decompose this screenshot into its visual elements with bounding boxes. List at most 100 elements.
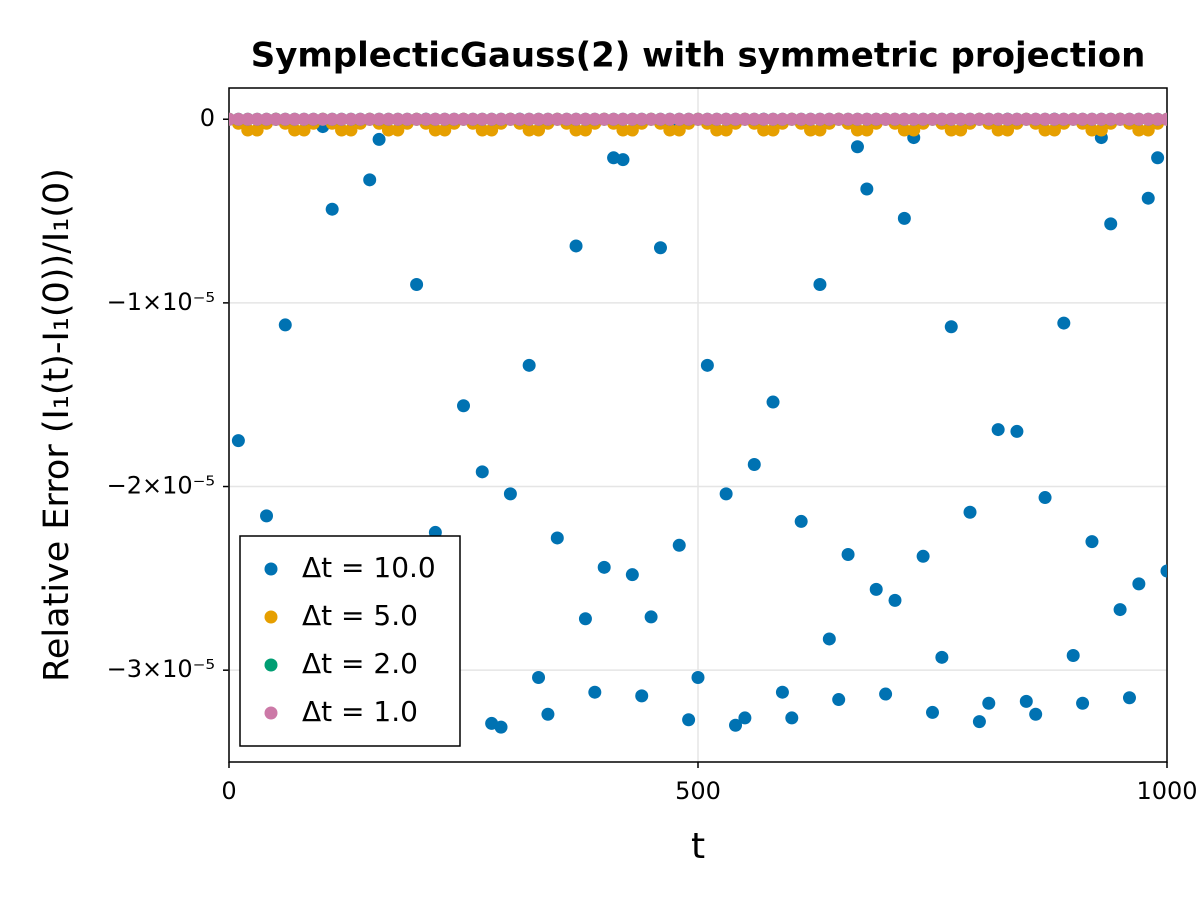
point <box>935 112 949 126</box>
point <box>381 123 395 137</box>
point <box>335 112 349 126</box>
point <box>1010 424 1024 438</box>
point <box>757 123 771 137</box>
point <box>597 560 611 574</box>
point <box>1038 123 1052 137</box>
point <box>588 112 602 126</box>
point <box>747 112 761 126</box>
point <box>888 112 902 126</box>
point <box>1141 123 1155 137</box>
point <box>860 123 874 137</box>
point <box>1047 123 1061 137</box>
y-tick-label: 0 <box>200 104 215 132</box>
point <box>907 112 921 126</box>
point <box>363 112 377 126</box>
point <box>729 718 743 732</box>
point <box>494 720 508 734</box>
point <box>785 112 799 126</box>
point <box>335 123 349 137</box>
point <box>963 112 977 126</box>
point <box>419 112 433 126</box>
point <box>897 123 911 137</box>
point <box>1038 112 1052 126</box>
point <box>1019 694 1033 708</box>
point <box>1160 112 1167 126</box>
point <box>1151 151 1165 165</box>
point <box>869 582 883 596</box>
point <box>1066 112 1080 126</box>
point <box>944 320 958 334</box>
legend-marker <box>264 562 278 576</box>
point <box>353 112 367 126</box>
point <box>935 650 949 664</box>
point <box>869 112 883 126</box>
point <box>607 112 621 126</box>
point <box>438 123 452 137</box>
point <box>635 689 649 703</box>
point <box>475 465 489 479</box>
point <box>260 509 274 523</box>
point <box>822 112 836 126</box>
point <box>428 112 442 126</box>
point <box>466 112 480 126</box>
point <box>260 112 274 126</box>
point <box>625 112 639 126</box>
point <box>325 112 339 126</box>
point <box>850 123 864 137</box>
point <box>738 112 752 126</box>
point <box>738 711 752 725</box>
point <box>766 395 780 409</box>
point <box>926 705 939 719</box>
point <box>766 112 780 126</box>
point <box>897 211 911 225</box>
point <box>503 112 517 126</box>
point <box>1057 112 1071 126</box>
point <box>578 112 592 126</box>
point <box>569 239 583 253</box>
point <box>926 112 939 126</box>
point <box>991 423 1005 437</box>
point <box>944 112 958 126</box>
point <box>991 123 1005 137</box>
point <box>1113 603 1127 617</box>
legend-label: Δt = 2.0 <box>302 647 418 680</box>
y-axis-label: Relative Error (I₁(t)-I₁(0))/I₁(0) <box>37 168 77 682</box>
point <box>325 202 339 216</box>
point <box>888 593 902 607</box>
point <box>391 123 405 137</box>
point <box>625 568 639 582</box>
point <box>653 112 667 126</box>
point <box>297 123 311 137</box>
point <box>1132 577 1146 591</box>
point <box>794 112 808 126</box>
point <box>1010 112 1024 126</box>
point <box>850 112 864 126</box>
point <box>1066 648 1080 662</box>
point <box>841 547 855 561</box>
y-tick-label: −3×10⁻⁵ <box>107 655 215 683</box>
point <box>644 610 658 624</box>
plot-frame <box>228 87 1168 763</box>
point <box>963 505 977 519</box>
point <box>719 487 733 501</box>
point <box>588 685 602 699</box>
point <box>269 112 283 126</box>
point <box>550 112 564 126</box>
point <box>672 538 686 552</box>
point <box>616 112 630 126</box>
point <box>1094 112 1108 126</box>
point <box>231 112 245 126</box>
point <box>719 123 733 137</box>
x-axis-label: t <box>691 826 705 867</box>
point <box>372 132 386 146</box>
point <box>897 112 911 126</box>
point <box>550 531 564 545</box>
point <box>522 358 536 372</box>
point <box>982 112 996 126</box>
point <box>616 123 630 137</box>
legend-marker <box>264 706 278 720</box>
point <box>241 112 255 126</box>
point <box>494 112 508 126</box>
point <box>297 112 311 126</box>
